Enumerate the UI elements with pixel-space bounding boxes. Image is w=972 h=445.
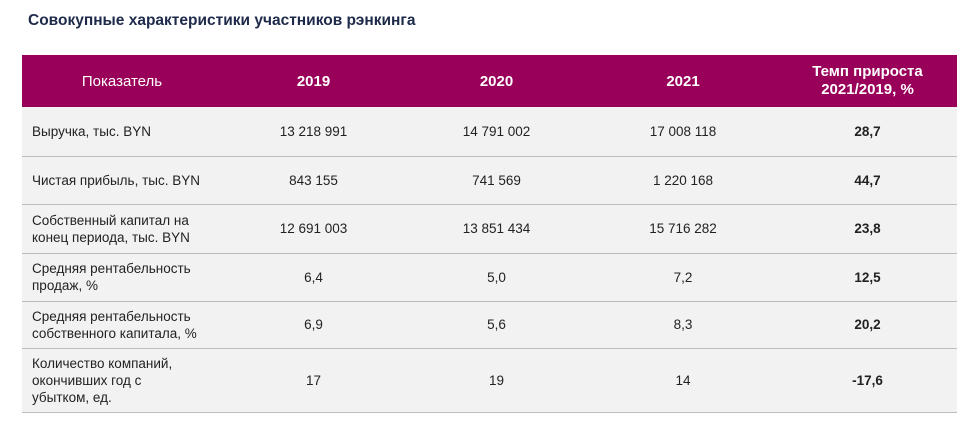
- row-label-line1: Средняя рентабельность: [32, 261, 191, 276]
- row-label-line2: собственного капитала, %: [32, 325, 197, 341]
- cell-growth: -17,6: [778, 348, 957, 413]
- cell-2019: 17: [222, 348, 405, 413]
- ranking-table: Показатель 2019 2020 2021 Темп прироста …: [22, 55, 957, 413]
- cell-2019: 12 691 003: [222, 204, 405, 254]
- table-row: Чистая прибыль, тыс. BYN 843 155 741 569…: [22, 156, 957, 205]
- row-label-line1: Средняя рентабельность: [32, 308, 191, 324]
- cell-growth: 20,2: [778, 301, 957, 349]
- cell-2021: 14: [588, 348, 778, 413]
- cell-2021: 1 220 168: [588, 156, 778, 205]
- row-label-line2: окончивших год с: [32, 372, 142, 388]
- table-row: Выручка, тыс. BYN 13 218 991 14 791 002 …: [22, 107, 957, 157]
- cell-2021: 17 008 118: [588, 107, 778, 157]
- cell-growth: 44,7: [778, 156, 957, 205]
- row-label: Средняя рентабельность собственного капи…: [22, 301, 222, 349]
- table-row: Собственный капитал на конец периода, ты…: [22, 204, 957, 254]
- cell-2020: 14 791 002: [405, 107, 588, 157]
- cell-2020: 19: [405, 348, 588, 413]
- cell-2020: 741 569: [405, 156, 588, 205]
- table-row: Средняя рентабельность продаж, % 6,4 5,0…: [22, 253, 957, 302]
- row-label-line2: конец периода, тыс. BYN: [32, 229, 190, 245]
- cell-growth: 28,7: [778, 107, 957, 157]
- cell-2021: 7,2: [588, 253, 778, 302]
- header-growth-line2: 2021/2019, %: [821, 81, 914, 98]
- table-header-row: Показатель 2019 2020 2021 Темп прироста …: [22, 55, 957, 107]
- row-label: Выручка, тыс. BYN: [22, 107, 222, 157]
- header-growth: Темп прироста 2021/2019, %: [778, 55, 957, 107]
- cell-2019: 6,9: [222, 301, 405, 349]
- row-label: Чистая прибыль, тыс. BYN: [22, 156, 222, 205]
- cell-2020: 5,0: [405, 253, 588, 302]
- cell-2021: 8,3: [588, 301, 778, 349]
- header-2020: 2020: [479, 72, 514, 90]
- cell-2020: 13 851 434: [405, 204, 588, 254]
- row-label-line2: продаж, %: [32, 278, 98, 293]
- header-2021: 2021: [666, 72, 700, 90]
- table-row: Количество компаний, окончивших год с уб…: [22, 348, 957, 413]
- cell-2021: 15 716 282: [588, 204, 778, 254]
- row-label: Количество компаний, окончивших год с уб…: [22, 348, 222, 413]
- row-label-line1: Количество компаний,: [32, 355, 173, 371]
- row-label: Средняя рентабельность продаж, %: [22, 253, 222, 302]
- header-growth-line1: Темп прироста: [812, 63, 923, 80]
- row-label-line1: Собственный капитал на: [32, 212, 189, 228]
- header-2019: 2019: [296, 72, 331, 90]
- cell-2019: 6,4: [222, 253, 405, 302]
- cell-2020: 5,6: [405, 301, 588, 349]
- cell-growth: 12,5: [778, 253, 957, 302]
- cell-2019: 13 218 991: [222, 107, 405, 157]
- header-indicator: Показатель: [81, 72, 163, 90]
- cell-2019: 843 155: [222, 156, 405, 205]
- table-row: Средняя рентабельность собственного капи…: [22, 301, 957, 349]
- row-label-line3: убытком, ед.: [32, 389, 112, 405]
- page-title: Совокупные характеристики участников рэн…: [28, 12, 416, 29]
- cell-growth: 23,8: [778, 204, 957, 254]
- row-label: Собственный капитал на конец периода, ты…: [22, 204, 222, 254]
